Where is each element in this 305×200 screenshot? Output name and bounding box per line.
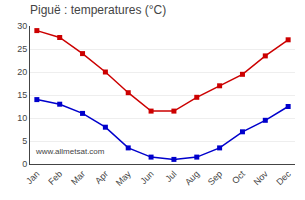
svg-text:Jun: Jun — [138, 169, 155, 186]
svg-text:Nov: Nov — [252, 168, 271, 187]
svg-text:Mar: Mar — [69, 169, 87, 187]
svg-text:Feb: Feb — [46, 169, 64, 187]
svg-text:25: 25 — [17, 44, 27, 54]
svg-text:0: 0 — [22, 159, 27, 169]
svg-text:5: 5 — [22, 136, 27, 146]
svg-text:15: 15 — [17, 90, 27, 100]
svg-text:Oct: Oct — [230, 168, 247, 185]
svg-text:Aug: Aug — [183, 169, 201, 187]
svg-text:10: 10 — [17, 113, 27, 123]
svg-text:30: 30 — [17, 21, 27, 31]
svg-text:www.allmetsat.com: www.allmetsat.com — [35, 147, 105, 156]
svg-text:Apr: Apr — [93, 169, 110, 186]
svg-text:Dec: Dec — [274, 168, 293, 187]
svg-text:20: 20 — [17, 67, 27, 77]
svg-text:Jan: Jan — [24, 169, 41, 186]
svg-text:Piguë : temperatures (°C): Piguë : temperatures (°C) — [30, 3, 166, 17]
svg-text:Jul: Jul — [163, 169, 178, 184]
svg-text:May: May — [114, 168, 133, 187]
svg-text:Sep: Sep — [206, 169, 224, 187]
